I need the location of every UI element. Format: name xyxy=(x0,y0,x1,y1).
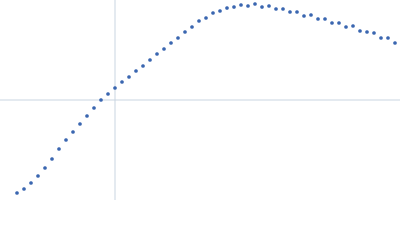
point xyxy=(295,10,299,14)
point xyxy=(169,41,173,45)
point xyxy=(232,5,236,9)
point xyxy=(29,181,33,185)
point xyxy=(316,17,320,21)
point xyxy=(22,187,26,191)
point xyxy=(330,21,334,25)
point xyxy=(204,16,208,20)
point xyxy=(274,7,278,11)
point xyxy=(78,122,82,126)
point xyxy=(190,25,194,29)
point xyxy=(197,19,201,23)
point xyxy=(176,36,180,40)
point xyxy=(120,80,124,84)
point xyxy=(365,30,369,34)
point xyxy=(141,64,145,68)
point xyxy=(337,21,341,25)
point xyxy=(162,47,166,51)
chart xyxy=(0,0,400,200)
point xyxy=(358,29,362,33)
point xyxy=(43,166,47,170)
point xyxy=(85,114,89,118)
point xyxy=(106,92,110,96)
point xyxy=(99,98,103,102)
point xyxy=(183,30,187,34)
point xyxy=(113,86,117,90)
point xyxy=(15,191,19,195)
point xyxy=(127,75,131,79)
point xyxy=(323,17,327,21)
point xyxy=(148,58,152,62)
point xyxy=(253,2,257,6)
point xyxy=(211,11,215,15)
point xyxy=(155,52,159,56)
point xyxy=(351,24,355,28)
point xyxy=(134,69,138,73)
point xyxy=(372,31,376,35)
point xyxy=(379,36,383,40)
point xyxy=(288,10,292,14)
point xyxy=(344,25,348,29)
point xyxy=(71,130,75,134)
point xyxy=(92,106,96,110)
point xyxy=(393,41,397,45)
point xyxy=(225,6,229,10)
point xyxy=(386,36,390,40)
point xyxy=(36,174,40,178)
point xyxy=(218,9,222,13)
point xyxy=(309,13,313,17)
point xyxy=(57,147,61,151)
point xyxy=(64,138,68,142)
point xyxy=(239,3,243,7)
point xyxy=(281,7,285,11)
point xyxy=(302,14,306,18)
point xyxy=(50,157,54,161)
point xyxy=(246,4,250,8)
point xyxy=(267,4,271,8)
point xyxy=(260,5,264,9)
